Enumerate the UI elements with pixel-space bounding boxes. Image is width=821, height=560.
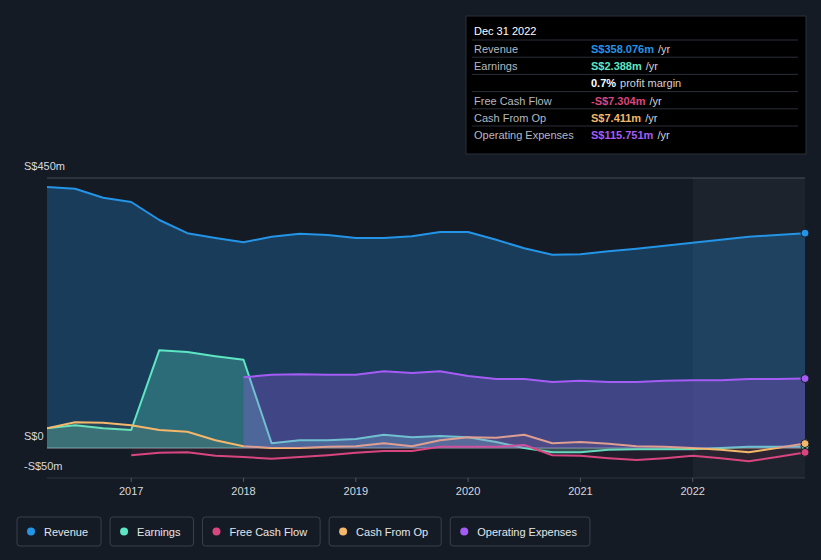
area-fill (244, 371, 805, 448)
tooltip-unit: /yr (657, 129, 670, 141)
legend-label: Earnings (137, 526, 181, 538)
x-tick (131, 478, 132, 482)
tooltip-box (466, 16, 806, 154)
plot-area (47, 187, 805, 461)
tooltip-value: -S$7.304m (591, 95, 646, 107)
grid-line (47, 478, 805, 479)
area-fill (47, 350, 805, 452)
tooltip-unit: profit margin (620, 77, 681, 89)
chart: -S$50m S$0 S$450m 2017 2018 2019 2020 2021 2022 D… (0, 0, 821, 560)
plot-frame-top (47, 178, 805, 179)
end-dot (801, 375, 809, 383)
y-tick-label: -S$50m (24, 460, 63, 472)
x-tick (355, 478, 356, 482)
tooltip-separator (472, 108, 798, 109)
legend-item: Cash From Op (329, 517, 441, 546)
legend-box (202, 517, 320, 546)
x-tick-label: 2017 (119, 485, 143, 497)
legend-item: Earnings (110, 517, 193, 546)
x-tick (692, 478, 693, 482)
tooltip-label: Cash From Op (474, 112, 546, 124)
x-tick (243, 478, 244, 482)
tooltip-separator (472, 126, 798, 127)
x-tick-label: 2018 (231, 485, 255, 497)
tooltip-unit: /yr (649, 95, 662, 107)
legend-label: Revenue (44, 526, 88, 538)
tooltip-label: Revenue (474, 43, 518, 55)
legend-swatch (339, 528, 347, 536)
series-line (47, 187, 805, 255)
x-tick-label: 2021 (568, 485, 592, 497)
tooltip-value: S$358.076m (591, 43, 654, 55)
tooltip-value: S$2.388m (591, 60, 642, 72)
x-tick (468, 478, 469, 482)
legend-swatch (212, 528, 220, 536)
legend-swatch (460, 528, 468, 536)
x-tick-label: 2019 (344, 485, 368, 497)
legend-label: Cash From Op (356, 526, 428, 538)
tooltip-label: Earnings (474, 60, 518, 72)
tooltip-unit: /yr (645, 112, 658, 124)
x-tick-label: 2020 (456, 485, 480, 497)
legend-label: Operating Expenses (477, 526, 577, 538)
y-tick-label: S$450m (24, 160, 65, 172)
tooltip-unit: /yr (646, 60, 659, 72)
tooltip-separator (472, 74, 798, 75)
series-line (47, 350, 805, 452)
series-line (244, 371, 805, 382)
tooltip-value: 0.7% (591, 77, 616, 89)
background (0, 0, 821, 560)
legend-box (110, 517, 193, 546)
tooltip-unit: /yr (658, 43, 671, 55)
tooltip-label: Free Cash Flow (474, 95, 552, 107)
end-dot (801, 448, 809, 456)
x-tick (580, 478, 581, 482)
legend-item: Operating Expenses (450, 517, 590, 546)
y-tick-label: S$0 (24, 430, 44, 442)
end-dot (801, 229, 809, 237)
legend-swatch (120, 528, 128, 536)
tooltip-separator (472, 40, 798, 41)
x-tick-label: 2022 (680, 485, 704, 497)
tooltip: Dec 31 2022 Revenue S$358.076m/yr Earnings S… (466, 16, 806, 154)
tooltip-value: S$7.411m (591, 112, 641, 124)
grid-line (47, 178, 805, 179)
legend-item: Revenue (17, 517, 101, 546)
legend-box (450, 517, 590, 546)
end-dot (801, 440, 809, 448)
legend-box (17, 517, 101, 546)
legend-label: Free Cash Flow (229, 526, 307, 538)
legend-box (329, 517, 441, 546)
legend-item: Free Cash Flow (202, 517, 320, 546)
tooltip-label: Operating Expenses (474, 129, 574, 141)
tooltip-separator (472, 91, 798, 92)
tooltip-date: Dec 31 2022 (474, 25, 536, 37)
tooltip-separator (472, 57, 798, 58)
legend-swatch (27, 528, 35, 536)
tooltip-value: S$115.751m (591, 129, 654, 141)
